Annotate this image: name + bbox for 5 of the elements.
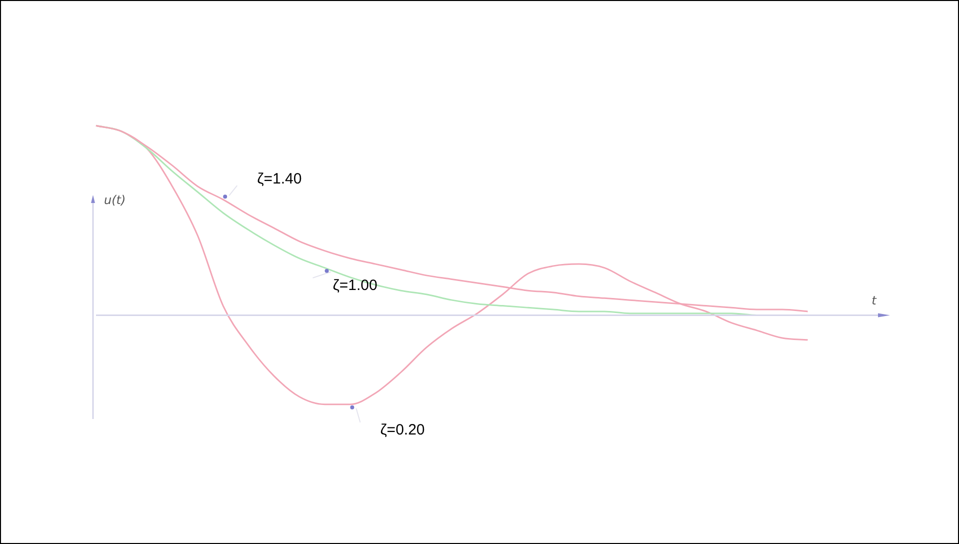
- y-axis-title: u(t): [104, 193, 126, 208]
- series-label: ζ=1.40: [257, 170, 302, 188]
- series-label: ζ=0.20: [380, 421, 425, 438]
- series-label: ζ=1.00: [332, 276, 378, 294]
- x-axis-title: t: [872, 293, 878, 308]
